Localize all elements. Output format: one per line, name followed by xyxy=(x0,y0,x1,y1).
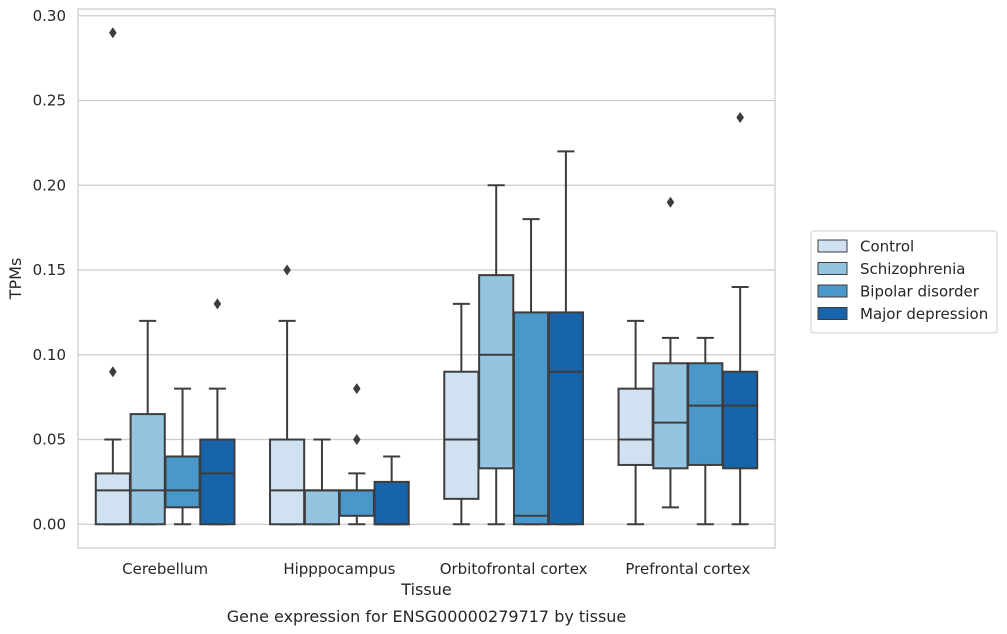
box xyxy=(687,362,724,466)
y-tick-label: 0.20 xyxy=(33,176,66,194)
outlier-point xyxy=(736,111,744,123)
y-tick-label: 0.00 xyxy=(33,515,66,533)
box xyxy=(478,274,515,470)
box-group xyxy=(129,319,166,526)
legend-frame xyxy=(810,230,998,334)
box-group xyxy=(443,302,480,526)
y-axis-label: TPMs xyxy=(6,258,25,301)
legend-label: Major depression xyxy=(860,305,988,323)
box-group xyxy=(512,218,550,526)
grid-lines xyxy=(78,15,775,525)
box xyxy=(443,370,480,500)
x-tick-label: Prefrontal cortex xyxy=(625,560,750,578)
outlier-point xyxy=(353,383,361,395)
box-group xyxy=(722,111,759,526)
outlier-point xyxy=(213,298,222,310)
box xyxy=(617,387,654,466)
box xyxy=(373,480,410,526)
box-group xyxy=(303,438,341,526)
box-group xyxy=(652,196,689,509)
box xyxy=(547,311,584,526)
plot-frame xyxy=(77,8,776,549)
y-axis-ticks: 0.00 0.05 0.10 0.15 0.20 0.25 0.30 xyxy=(33,7,66,533)
box-group xyxy=(199,298,236,526)
box-group xyxy=(338,383,375,526)
box xyxy=(652,362,689,470)
box xyxy=(94,472,131,526)
y-tick-label: 0.10 xyxy=(33,346,66,364)
box xyxy=(199,438,236,526)
outlier-point xyxy=(109,27,117,39)
outlier-point xyxy=(283,264,291,276)
outlier-point xyxy=(666,196,675,208)
legend-swatch xyxy=(817,239,848,253)
y-tick-label: 0.25 xyxy=(33,92,66,110)
y-tick-label: 0.05 xyxy=(33,431,66,449)
legend-swatch xyxy=(817,307,848,320)
x-tick-label: Orbitofrontal cortex xyxy=(440,560,588,578)
box-group xyxy=(547,150,584,526)
legend-swatch xyxy=(817,284,848,298)
legend-label: Bipolar disorder xyxy=(860,283,980,301)
box xyxy=(722,370,759,470)
box-group xyxy=(94,27,131,526)
box xyxy=(303,489,341,526)
box-group xyxy=(617,319,654,526)
outlier-point xyxy=(109,366,117,378)
outlier-point xyxy=(353,434,361,446)
x-tick-label: Cerebellum xyxy=(122,560,208,578)
box-group xyxy=(373,455,410,526)
legend-swatch xyxy=(817,262,848,275)
legend-label: Schizophrenia xyxy=(860,260,965,278)
box xyxy=(164,455,201,509)
box xyxy=(269,438,306,526)
x-axis-ticks: Cerebellum Hipppocampus Orbitofrontal cort… xyxy=(122,560,750,578)
box-group xyxy=(164,387,201,526)
box-group xyxy=(687,336,724,526)
x-axis-label: Tissue xyxy=(400,580,451,599)
legend: Control Schizophrenia Bipolar disorder Majo… xyxy=(810,230,998,334)
box-series xyxy=(94,27,759,526)
legend-items: Control Schizophrenia Bipolar disorder Majo… xyxy=(817,238,988,323)
y-tick-label: 0.15 xyxy=(33,261,66,279)
x-tick-label: Hipppocampus xyxy=(283,560,395,578)
box-group xyxy=(478,184,515,526)
box xyxy=(338,489,375,517)
box-group xyxy=(269,264,306,526)
legend-label: Control xyxy=(860,238,914,256)
figure-caption: Gene expression for ENSG00000279717 by t… xyxy=(227,607,627,626)
box xyxy=(512,311,550,526)
y-tick-label: 0.30 xyxy=(33,7,66,25)
box xyxy=(129,413,166,526)
